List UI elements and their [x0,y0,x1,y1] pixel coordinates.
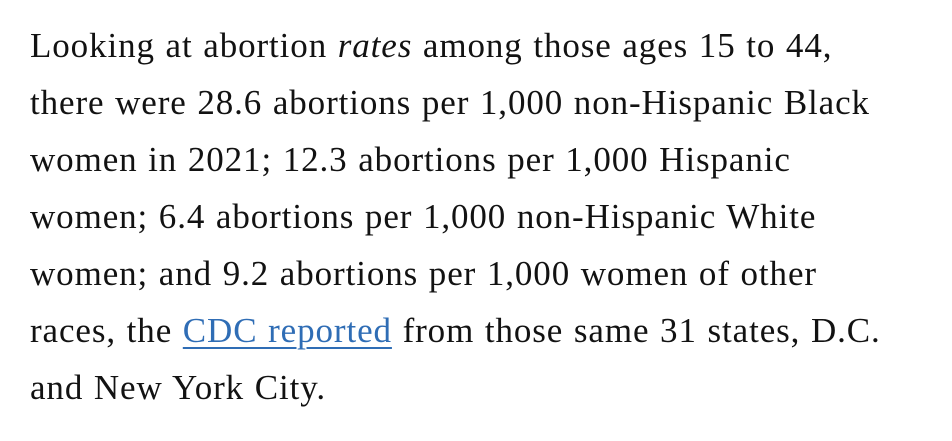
text-line: races, the CDC reported from those same … [30,302,881,359]
emphasized-word: rates [337,26,413,65]
text-line: women; and 9.2 abortions per 1,000 women… [30,254,817,293]
text-line: Looking at abortion rates among those ag… [30,17,881,74]
text-segment: from those same 31 states, D.C. [391,311,881,350]
text-line: women; 6.4 abortions per 1,000 non-Hispa… [30,197,817,236]
text-line: there were 28.6 abortions per 1,000 non-… [30,83,870,122]
text-line: and New York City. [30,368,326,407]
text-segment: among those ages 15 to 44, [412,26,833,65]
cdc-reported-link[interactable]: CDC reported [182,311,392,350]
text-line: women in 2021; 12.3 abortions per 1,000 … [30,140,791,179]
text-segment: races, the [30,311,183,350]
article-paragraph: Looking at abortion rates among those ag… [30,17,881,416]
text-segment: Looking at abortion [30,26,338,65]
